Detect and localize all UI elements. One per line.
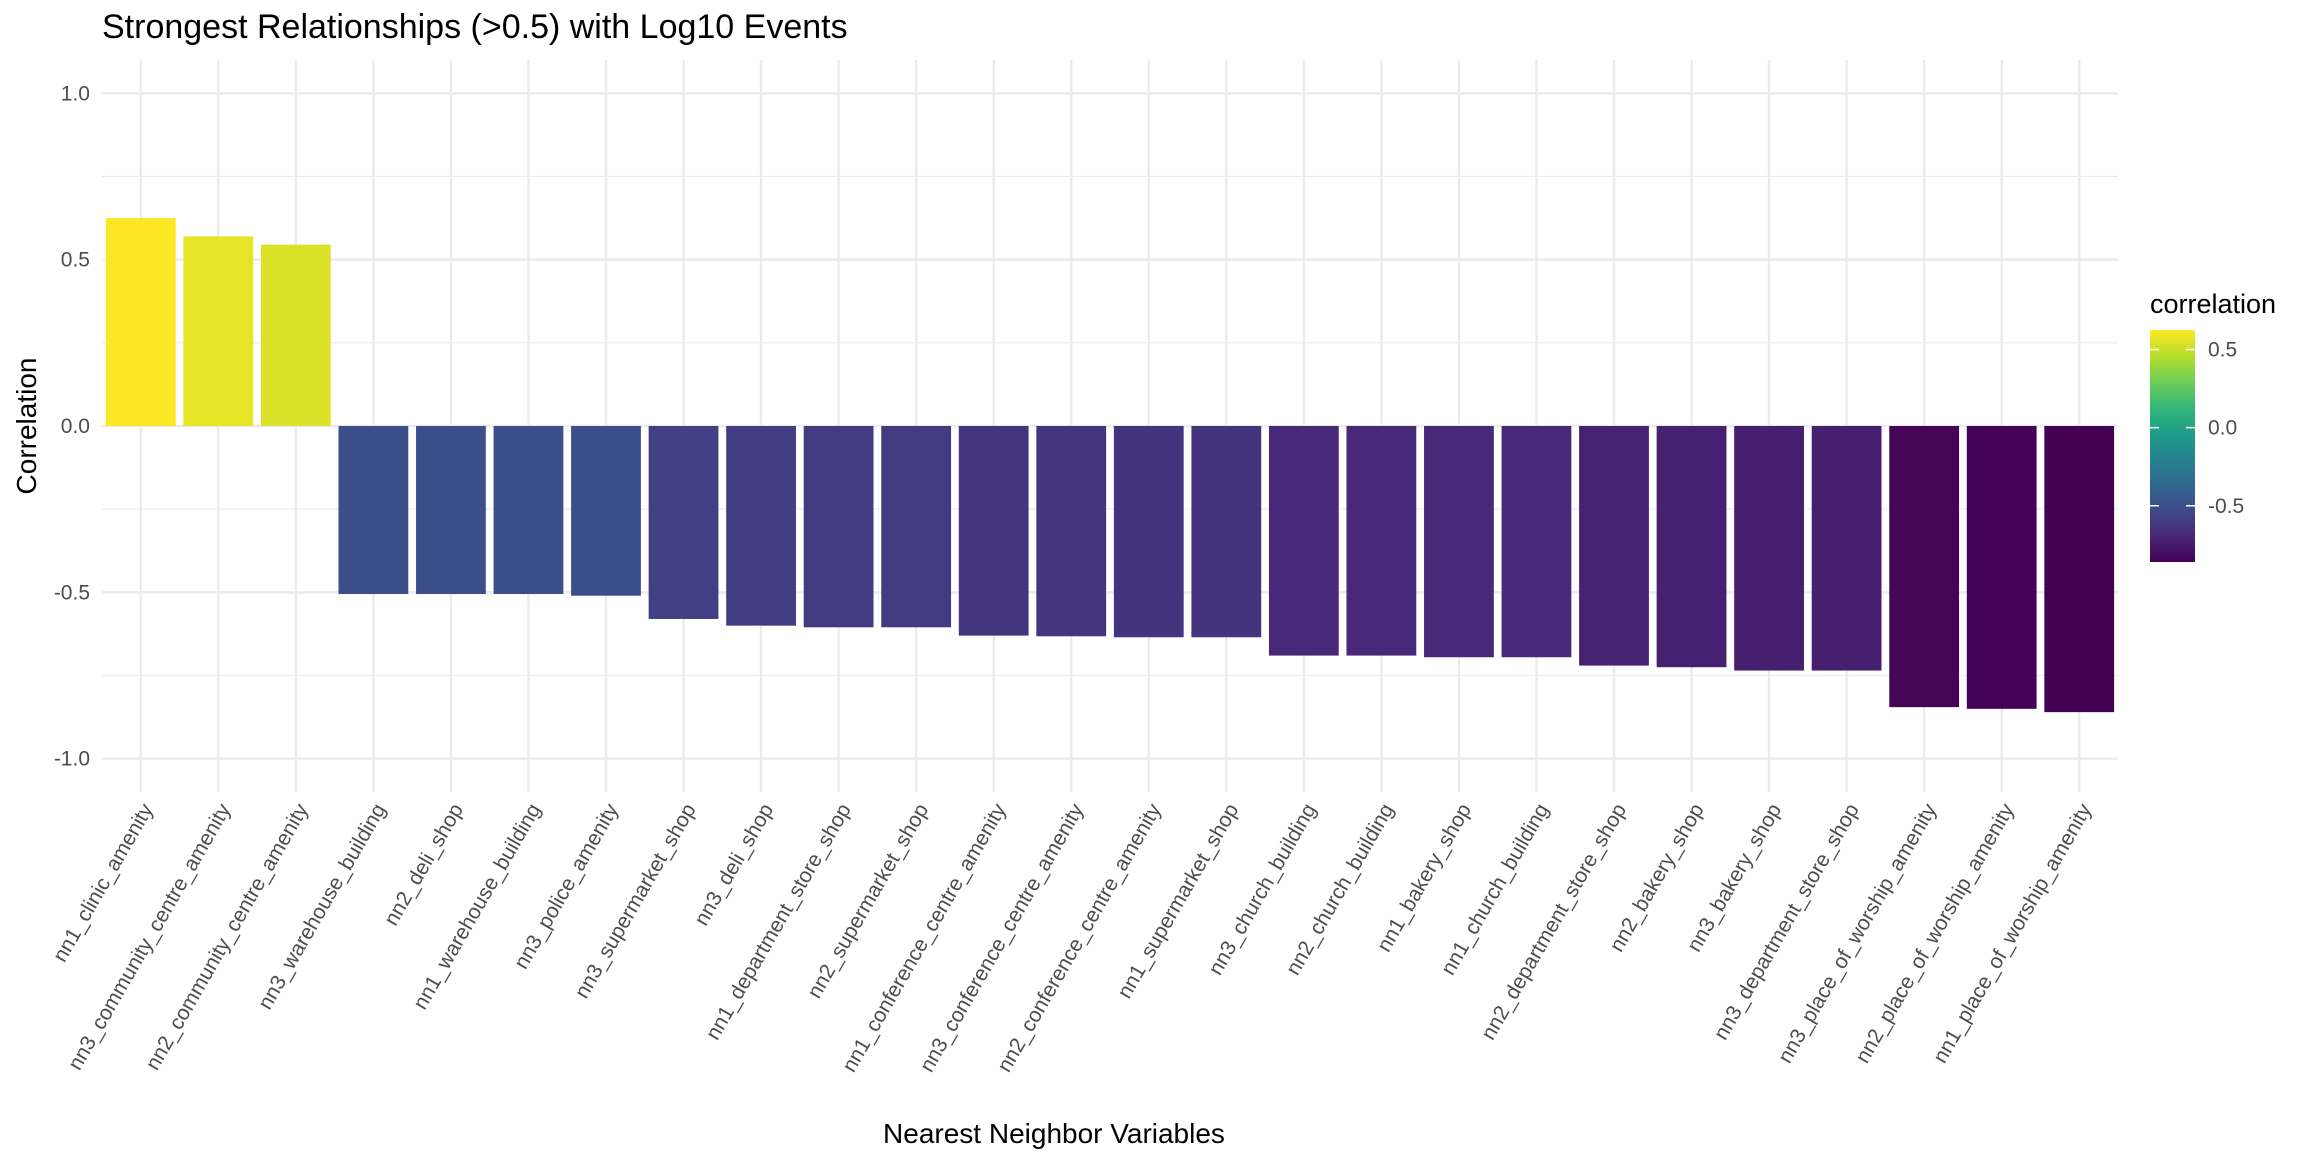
bar-nn2_department_store_shop [1579,426,1649,666]
bar-nn3_place_of_worship_amenity [1889,426,1960,708]
bar-nn3_supermarket_shop [648,426,719,619]
legend-tick-label: -0.5 [2208,495,2244,518]
y-axis-ticks: 1.0 0.5 0.0 -0.5 -1.0 [54,82,90,770]
bar-nn1_place_of_worship_amenity [2044,426,2115,713]
x-tick-label: nn1_conference_centre_amenity [838,799,1011,1076]
bar-nn2_church_building [1346,426,1417,656]
x-tick-label: nn2_department_store_shop [1477,800,1631,1044]
x-axis-title: Nearest Neighbor Variables [883,1118,1225,1149]
x-tick-label: nn3_deli_shop [690,800,778,930]
x-tick-label: nn2_community_centre_amenity [141,799,313,1074]
bar-nn1_church_building [1501,426,1572,658]
bar-nn2_deli_shop [416,426,486,595]
x-tick-label: nn1_department_store_shop [702,800,856,1044]
bar-nn3_police_amenity [571,426,641,596]
bar-nn1_clinic_amenity [105,218,176,426]
bar-nn2_conference_centre_amenity [1113,426,1184,638]
bar-nn2_community_centre_amenity [260,244,331,426]
x-tick-label: nn3_conference_centre_amenity [916,799,1089,1076]
x-axis-ticks: nn1_clinic_amenitynn3_community_centre_a… [49,799,2097,1076]
bar-nn3_department_store_shop [1811,426,1882,671]
bar-nn3_deli_shop [726,426,796,626]
y-tick-label: 0.0 [61,415,90,438]
bar-nn2_place_of_worship_amenity [1966,426,2037,709]
y-tick-label: -0.5 [54,581,90,604]
bar-nn2_supermarket_shop [881,426,952,628]
y-tick-label: -1.0 [54,748,90,771]
bar-nn1_supermarket_shop [1191,426,1262,638]
legend-tick-label: 0.5 [2208,339,2237,362]
bar-nn3_church_building [1268,426,1339,656]
chart-title: Strongest Relationships (>0.5) with Log1… [102,8,848,46]
bar-nn3_community_centre_amenity [183,236,254,426]
x-tick-label: nn2_deli_shop [380,800,468,930]
bar-nn3_conference_centre_amenity [1036,426,1107,637]
bar-nn1_bakery_shop [1424,426,1494,658]
x-tick-label: nn3_community_centre_amenity [64,799,236,1074]
color-legend: correlation 0.5 0.0 -0.5 [2150,289,2276,562]
x-tick-label: nn2_place_of_worship_amenity [1851,799,2019,1067]
x-tick-label: nn3_department_store_shop [1710,800,1864,1044]
x-tick-label: nn3_place_of_worship_amenity [1774,799,1942,1067]
bar-nn3_bakery_shop [1734,426,1804,671]
x-tick-label: nn1_place_of_worship_amenity [1929,799,2097,1067]
y-axis-title: Correlation [11,358,42,495]
bar-nn2_bakery_shop [1656,426,1727,668]
legend-tick-label: 0.0 [2208,417,2237,440]
bar-nn1_warehouse_building [493,426,564,595]
bar-nn1_conference_centre_amenity [958,426,1029,636]
bar-nn3_warehouse_building [338,426,409,595]
y-tick-label: 0.5 [61,249,90,272]
legend-title: correlation [2150,289,2276,319]
y-tick-label: 1.0 [61,82,90,105]
legend-colorbar [2150,330,2195,562]
x-tick-label: nn2_conference_centre_amenity [993,799,1166,1076]
bars [105,218,2115,713]
bar-nn1_department_store_shop [803,426,874,628]
